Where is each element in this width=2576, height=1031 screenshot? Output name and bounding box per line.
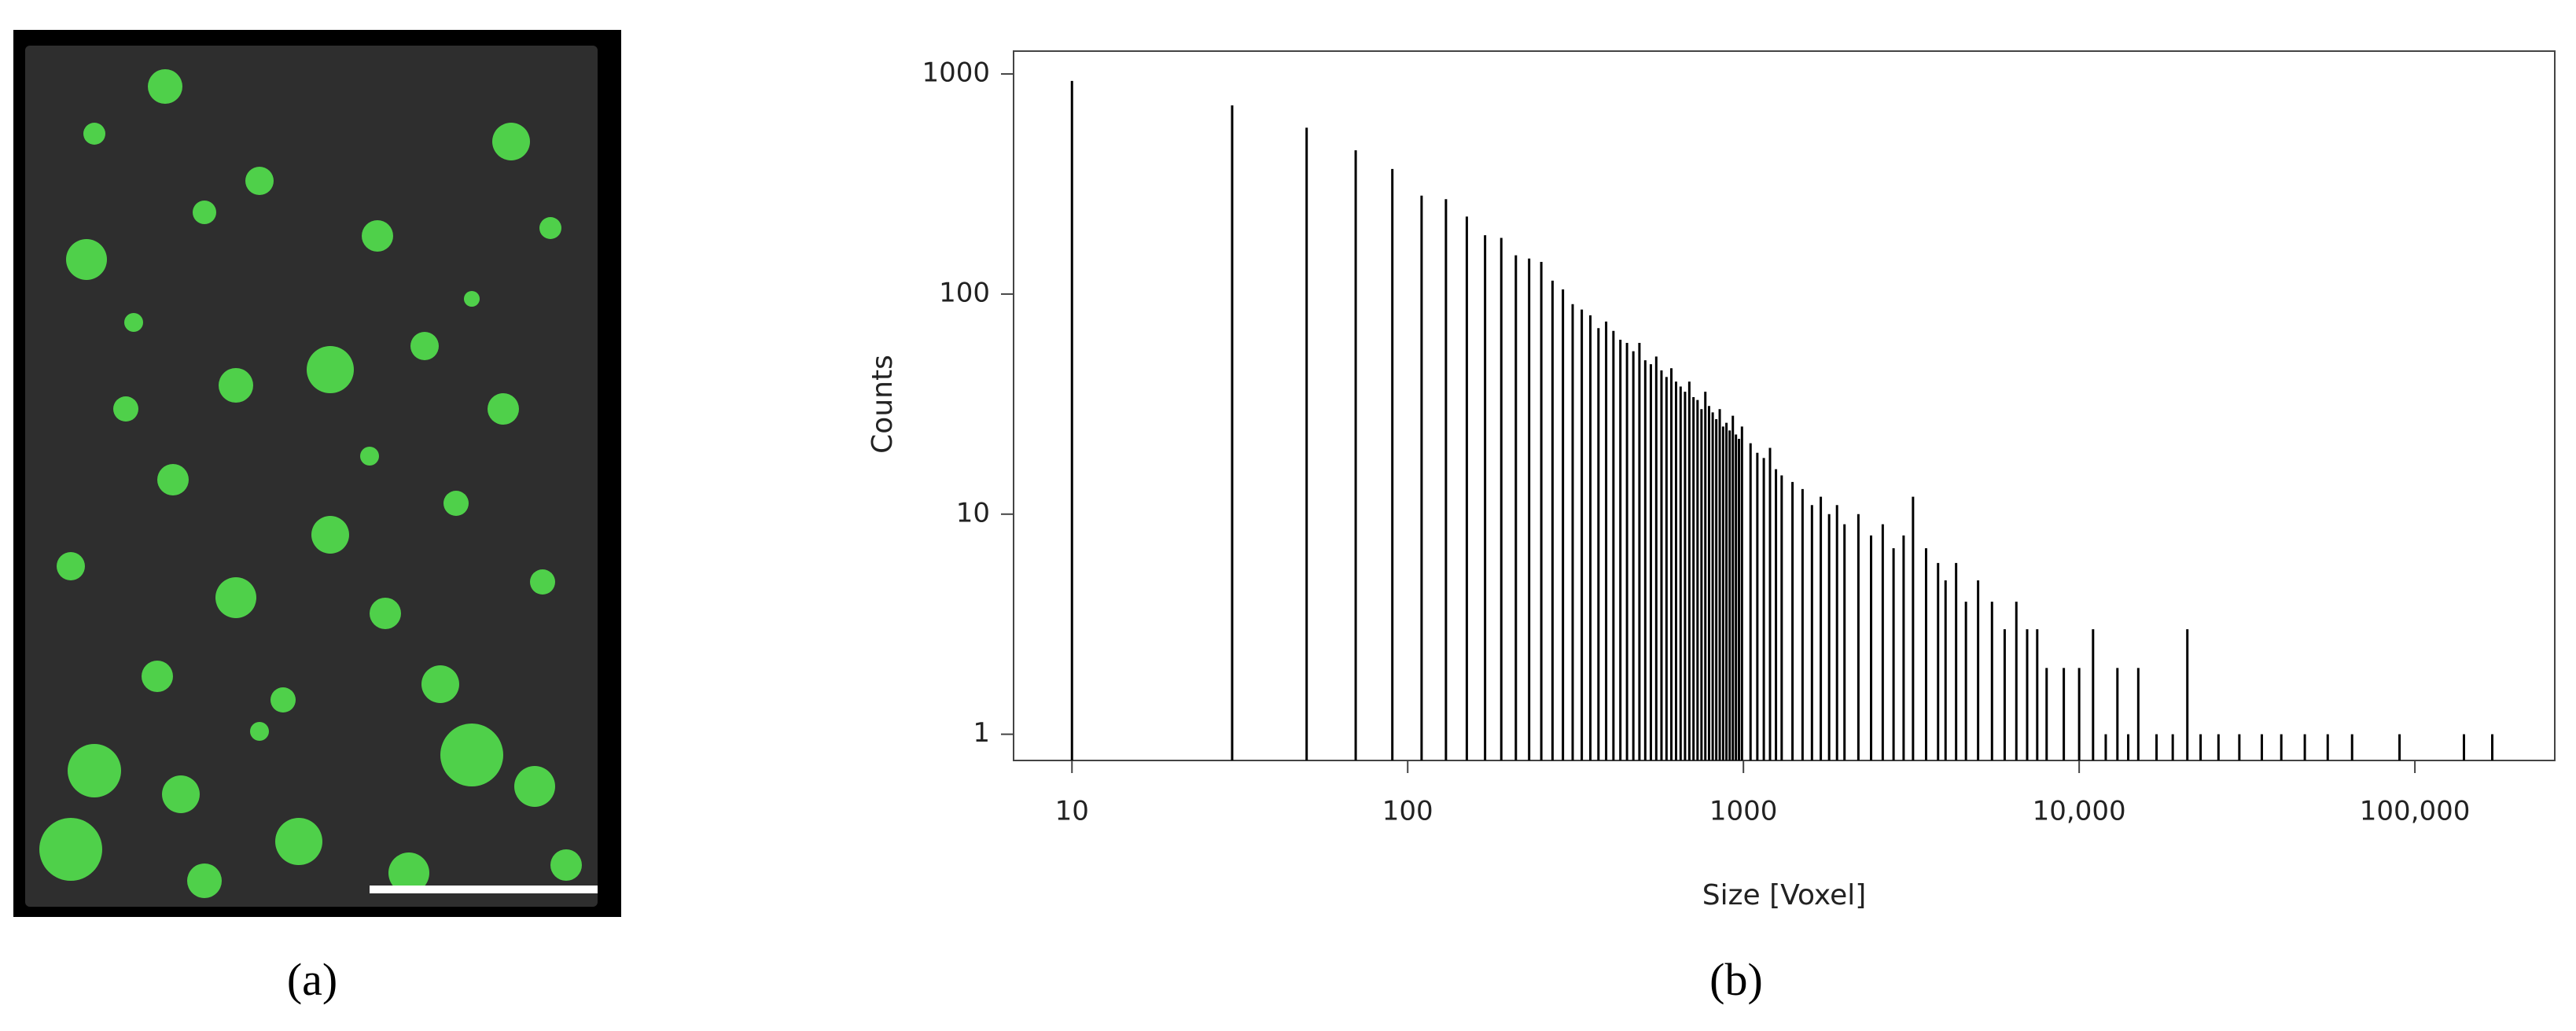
x-tick-label: 100,000 bbox=[2360, 796, 2471, 827]
x-tick-label: 10 bbox=[1055, 796, 1089, 827]
x-tick-label: 100 bbox=[1382, 796, 1433, 827]
panel-label: (b) bbox=[1709, 954, 1763, 1005]
x-tick-label: 10,000 bbox=[2033, 796, 2126, 827]
particles bbox=[39, 69, 582, 898]
y-tick-label: 100 bbox=[939, 277, 990, 308]
y-tick-label: 1000 bbox=[922, 57, 990, 89]
x-axis-label: Size [Voxel] bbox=[1702, 879, 1867, 911]
x-tick-label: 1000 bbox=[1709, 796, 1778, 827]
scale-bar bbox=[370, 886, 598, 893]
y-tick-label: 1 bbox=[973, 717, 990, 749]
plot-frame bbox=[1013, 50, 2556, 761]
micrograph bbox=[13, 30, 621, 917]
y-tick-label: 10 bbox=[956, 497, 990, 528]
y-axis-label: Counts bbox=[867, 355, 899, 454]
panel-label: (a) bbox=[287, 954, 337, 1005]
